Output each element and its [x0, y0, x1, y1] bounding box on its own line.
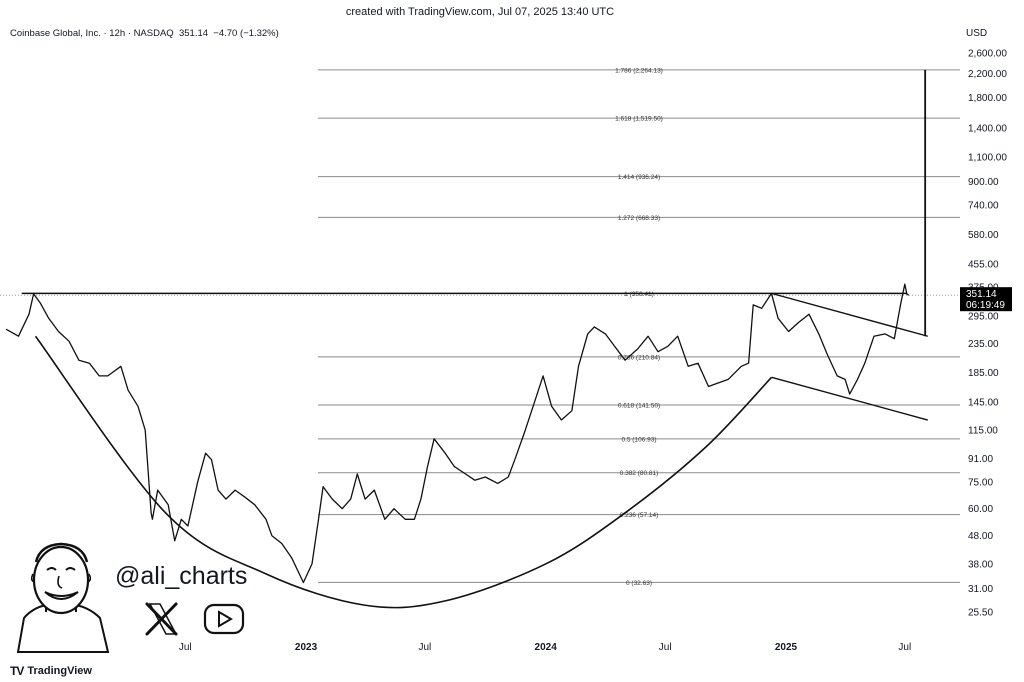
flag-upper-line — [771, 292, 928, 337]
trend-drawings — [0, 69, 958, 609]
y-tick-label: 1,100.00 — [968, 153, 1007, 164]
fib-level-label: 1.414 (936.24) — [618, 174, 660, 181]
author-handle: @ali_charts — [115, 562, 248, 590]
last-price-countdown: 06:19:49 — [966, 300, 1005, 311]
fib-level-label: 0.618 (141.50) — [618, 403, 660, 410]
y-tick-label: 75.00 — [968, 477, 993, 488]
x-tick-label: Jul — [659, 642, 672, 653]
y-tick-label: 115.00 — [968, 426, 998, 437]
currency-label[interactable]: USD — [966, 28, 988, 39]
x-tick-label: Jul — [898, 642, 911, 653]
price-series — [5, 283, 910, 584]
y-tick-label: 740.00 — [968, 201, 999, 212]
last-price-label: 351.14 — [966, 289, 997, 300]
cartoon-avatar-icon — [16, 542, 110, 653]
fib-level-label: 0.5 (106.93) — [621, 436, 656, 443]
x-tick-label: Jul — [179, 642, 192, 653]
y-tick-label: 900.00 — [968, 177, 999, 188]
fibonacci-levels: 1.786 (2,264.13) 1.618 (1,519.50) 1.414 (9… — [318, 67, 960, 587]
fib-level-label: 0 (32.63) — [626, 580, 652, 587]
fib-level-label: 1 (356.41) — [624, 291, 654, 298]
x-logo-icon[interactable] — [145, 602, 178, 636]
cup-curve — [34, 335, 773, 609]
y-tick-label: 25.50 — [968, 608, 993, 619]
y-tick-label: 38.00 — [968, 559, 993, 570]
y-tick-label: 235.00 — [968, 339, 999, 350]
fib-level-label: 0.786 (210.84) — [618, 354, 660, 361]
y-tick-label: 145.00 — [968, 398, 999, 409]
y-tick-label: 1,800.00 — [968, 93, 1007, 104]
tradingview-logo-icon: TV — [10, 664, 24, 678]
fib-level-label: 0.236 (57.14) — [620, 512, 659, 519]
price-line — [5, 283, 910, 584]
y-tick-label: 1,400.00 — [968, 124, 1007, 135]
y-tick-label: 31.00 — [968, 584, 993, 595]
fib-level-label: 0.382 (80.81) — [620, 470, 659, 477]
flag-lower-line — [771, 376, 928, 421]
fib-level-label: 1.618 (1,519.50) — [615, 116, 663, 123]
y-tick-label: 2,200.00 — [968, 69, 1007, 80]
y-tick-label: 91.00 — [968, 454, 993, 465]
y-tick-label: 295.00 — [968, 312, 999, 323]
youtube-play-icon[interactable] — [203, 603, 245, 635]
fib-level-label: 1.786 (2,264.13) — [615, 67, 663, 74]
symbol-legend[interactable]: Coinbase Global, Inc. · 12h · NASDAQ 351… — [10, 28, 279, 39]
price-axis[interactable]: 2,600.00 2,200.00 1,800.00 1,400.00 1,100.00… — [960, 49, 1012, 619]
y-tick-label: 2,600.00 — [968, 49, 1007, 60]
x-tick-label: 2023 — [295, 642, 318, 653]
y-tick-label: 185.00 — [968, 368, 999, 379]
y-tick-label: 60.00 — [968, 504, 993, 515]
tradingview-label: TradingView — [27, 665, 92, 677]
y-tick-label: 455.00 — [968, 259, 999, 270]
x-tick-label: Jul — [418, 642, 431, 653]
y-tick-label: 580.00 — [968, 230, 999, 241]
created-with-caption: created with TradingView.com, Jul 07, 20… — [345, 6, 615, 18]
x-tick-label: 2025 — [775, 642, 798, 653]
x-tick-label: 2024 — [535, 642, 558, 653]
last-price-badge — [960, 287, 1012, 312]
fib-level-label: 1.272 (668.33) — [618, 215, 660, 222]
tradingview-footer[interactable]: TV TradingView — [10, 664, 92, 678]
y-tick-label: 48.00 — [968, 531, 993, 542]
time-axis[interactable]: 2022Jul2023Jul2024Jul2025Jul — [55, 642, 911, 653]
